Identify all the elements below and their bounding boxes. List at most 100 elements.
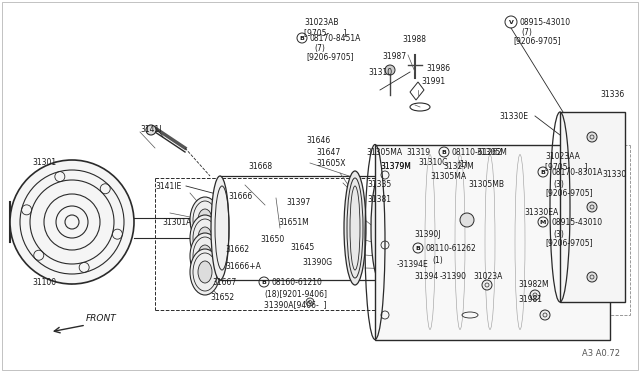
Text: 31397: 31397	[286, 198, 310, 207]
Circle shape	[587, 272, 597, 282]
Text: 31023A: 31023A	[473, 272, 502, 281]
Text: 31667: 31667	[212, 278, 236, 287]
Circle shape	[540, 310, 550, 320]
Text: 31991: 31991	[421, 77, 445, 86]
Text: 31651M: 31651M	[278, 218, 308, 227]
Text: 31305MB: 31305MB	[468, 180, 504, 189]
Text: 31301A: 31301A	[162, 218, 191, 227]
Text: B: B	[300, 35, 305, 41]
Text: 31652: 31652	[210, 293, 234, 302]
Text: 31645: 31645	[290, 243, 314, 252]
Text: 31666+A: 31666+A	[225, 262, 261, 271]
Text: 3141lE: 3141lE	[155, 182, 181, 191]
Text: M: M	[540, 219, 546, 224]
Text: 31310: 31310	[368, 68, 392, 77]
Text: 31319: 31319	[406, 148, 430, 157]
Text: 31305MA: 31305MA	[430, 172, 466, 181]
Text: 31381: 31381	[367, 195, 391, 204]
Text: 31330E: 31330E	[499, 112, 528, 121]
Circle shape	[530, 290, 540, 300]
Ellipse shape	[198, 209, 212, 231]
Circle shape	[146, 125, 156, 135]
Text: 31982M: 31982M	[518, 280, 548, 289]
Text: 08110-61262: 08110-61262	[426, 244, 477, 253]
Text: 31647: 31647	[316, 148, 340, 157]
Text: 31650: 31650	[260, 235, 284, 244]
Text: B: B	[415, 246, 420, 250]
Text: 31305MA: 31305MA	[366, 148, 402, 157]
Text: (1): (1)	[457, 160, 468, 169]
Text: FRONT: FRONT	[86, 314, 116, 323]
Text: -31394E: -31394E	[397, 260, 429, 269]
Text: 31666: 31666	[228, 192, 252, 201]
Ellipse shape	[198, 227, 212, 249]
Text: B: B	[541, 170, 545, 174]
Text: (7): (7)	[521, 28, 532, 37]
Ellipse shape	[198, 261, 212, 283]
Text: 31646: 31646	[306, 136, 330, 145]
Bar	[375, 145, 610, 340]
Ellipse shape	[211, 176, 229, 280]
Text: 31668: 31668	[248, 162, 272, 171]
Text: [9206-9705]: [9206-9705]	[306, 52, 354, 61]
Text: (3): (3)	[553, 230, 564, 239]
Circle shape	[482, 280, 492, 290]
Text: 31390G: 31390G	[302, 258, 332, 267]
Circle shape	[587, 132, 597, 142]
Text: 31330: 31330	[602, 170, 627, 179]
Text: 31023AB: 31023AB	[304, 18, 339, 27]
Ellipse shape	[190, 249, 220, 295]
Bar	[560, 112, 625, 302]
Circle shape	[587, 202, 597, 212]
Text: 08915-43010: 08915-43010	[551, 218, 602, 227]
Ellipse shape	[371, 176, 389, 280]
Text: 08915-43010: 08915-43010	[519, 18, 570, 27]
Text: 08160-61210: 08160-61210	[272, 278, 323, 287]
Text: 31987: 31987	[382, 52, 406, 61]
Text: 31301: 31301	[32, 158, 56, 167]
Ellipse shape	[190, 233, 220, 279]
Text: 31330EA: 31330EA	[524, 208, 558, 217]
Ellipse shape	[198, 245, 212, 267]
Text: 08170-8301A: 08170-8301A	[551, 168, 602, 177]
Text: (7): (7)	[314, 44, 325, 53]
Text: -31390: -31390	[440, 272, 467, 281]
Text: [9206-9705]: [9206-9705]	[545, 238, 593, 247]
Circle shape	[306, 298, 314, 306]
Text: 31986: 31986	[426, 64, 450, 73]
Text: (18)[9201-9406]: (18)[9201-9406]	[264, 290, 327, 299]
Text: 31662: 31662	[225, 245, 249, 254]
Text: B: B	[262, 279, 266, 285]
Text: V: V	[509, 19, 513, 25]
Text: 08110-61262: 08110-61262	[451, 148, 502, 157]
Text: 31023AA: 31023AA	[545, 152, 580, 161]
Text: A3 A0.72: A3 A0.72	[582, 349, 620, 358]
Text: 31379M: 31379M	[380, 162, 411, 171]
Text: 31390A[9406-  ]: 31390A[9406- ]	[264, 300, 326, 309]
Text: 31336: 31336	[600, 90, 624, 99]
Text: 31335: 31335	[367, 180, 391, 189]
Ellipse shape	[190, 215, 220, 261]
Text: (1): (1)	[432, 256, 443, 265]
Text: 08170-8451A: 08170-8451A	[310, 34, 362, 43]
Text: [9206-9705]: [9206-9705]	[513, 36, 561, 45]
Text: 31100: 31100	[32, 278, 56, 287]
Circle shape	[10, 160, 134, 284]
Text: B: B	[442, 150, 447, 154]
Text: 31327M: 31327M	[443, 162, 474, 171]
Ellipse shape	[190, 197, 220, 243]
Text: (3): (3)	[553, 180, 564, 189]
Circle shape	[385, 65, 395, 75]
Text: 31605X: 31605X	[316, 159, 346, 168]
Text: 31310C: 31310C	[418, 158, 447, 167]
Text: [9206-9705]: [9206-9705]	[545, 188, 593, 197]
Text: 31390J: 31390J	[414, 230, 440, 239]
Text: 31379M: 31379M	[380, 162, 411, 171]
Text: 31305M: 31305M	[476, 148, 507, 157]
Text: 3141l: 3141l	[140, 125, 161, 134]
Text: 31988: 31988	[402, 35, 426, 44]
Text: [9705-      ]: [9705- ]	[545, 162, 588, 171]
Text: 31981: 31981	[518, 295, 542, 304]
Ellipse shape	[344, 171, 366, 285]
Circle shape	[460, 213, 474, 227]
